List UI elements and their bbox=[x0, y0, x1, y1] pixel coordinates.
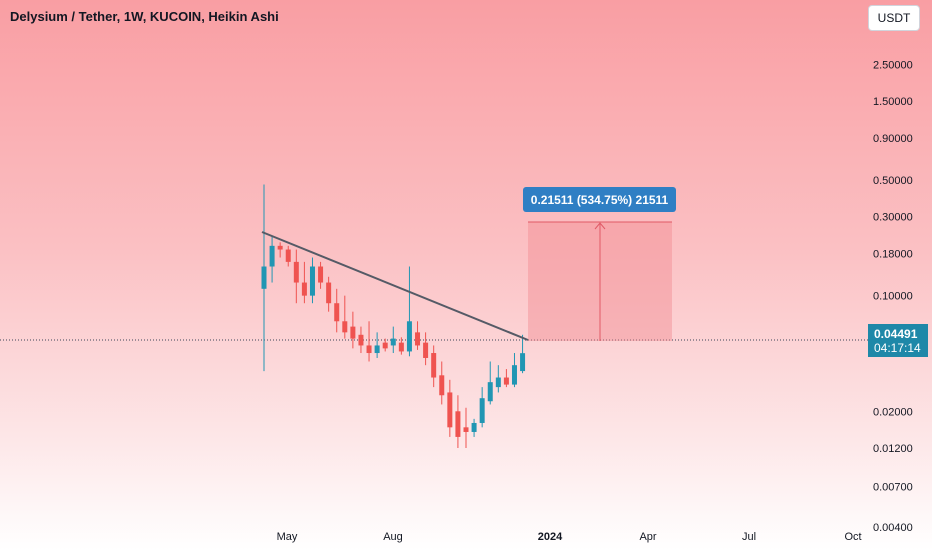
candle-down bbox=[439, 375, 445, 396]
candle-down bbox=[334, 303, 340, 322]
candle-up bbox=[390, 338, 396, 346]
candle-down bbox=[366, 345, 372, 354]
price-axis-tick: 0.01200 bbox=[873, 443, 913, 455]
price-axis-tick: 0.10000 bbox=[873, 291, 913, 303]
candle-up bbox=[269, 245, 275, 267]
price-axis-tick: 0.30000 bbox=[873, 212, 913, 224]
candle-up bbox=[479, 398, 485, 423]
candle-down bbox=[301, 282, 307, 296]
price-axis-tick: 2.50000 bbox=[873, 59, 913, 71]
price-axis-tick: 0.90000 bbox=[873, 133, 913, 145]
price-axis-tick: 0.18000 bbox=[873, 248, 913, 260]
candle-down bbox=[350, 326, 356, 339]
chart-title: Delysium / Tether, 1W, KUCOIN, Heikin As… bbox=[10, 9, 279, 24]
price-axis-tick: 0.00400 bbox=[873, 522, 913, 534]
candle-down bbox=[431, 353, 437, 378]
candle-down bbox=[318, 266, 324, 283]
candle-down bbox=[398, 342, 404, 352]
price-axis-tick: 0.02000 bbox=[873, 406, 913, 418]
candle-up bbox=[520, 353, 526, 372]
candle-down bbox=[277, 245, 283, 250]
candle-down bbox=[463, 427, 469, 432]
candle-down bbox=[455, 411, 461, 437]
price-axis-ticks: 4.500002.500001.500000.900000.500000.300… bbox=[873, 17, 913, 534]
current-price-tag: 0.04491 04:17:14 bbox=[868, 324, 928, 357]
time-axis-ticks: May Aug 2024 Apr Jul Oct bbox=[277, 531, 862, 543]
candle-up bbox=[374, 345, 380, 354]
time-axis-tick: Aug bbox=[383, 531, 403, 543]
candle-up bbox=[511, 365, 517, 385]
candle-down bbox=[503, 377, 509, 385]
candle-down bbox=[358, 334, 364, 346]
time-axis-tick: 2024 bbox=[538, 531, 563, 543]
measure-arrow-head bbox=[594, 222, 606, 230]
candle-down bbox=[342, 321, 348, 333]
bar-countdown: 04:17:14 bbox=[874, 341, 921, 355]
time-axis-tick: Oct bbox=[844, 531, 861, 543]
candle-down bbox=[326, 282, 332, 304]
candles bbox=[261, 184, 526, 448]
time-axis-tick: May bbox=[277, 531, 298, 543]
price-axis-tick: 0.00700 bbox=[873, 482, 913, 494]
candle-down bbox=[382, 342, 388, 349]
candle-up bbox=[487, 382, 493, 402]
candle-up bbox=[406, 321, 412, 352]
measure-label: 0.21511 (534.75%) 21511 bbox=[523, 187, 676, 212]
candle-up bbox=[309, 266, 315, 296]
currency-button[interactable]: USDT bbox=[868, 5, 920, 31]
candle-down bbox=[285, 249, 291, 262]
time-axis-tick: Jul bbox=[742, 531, 756, 543]
price-axis-tick: 0.50000 bbox=[873, 175, 913, 187]
current-price-value: 0.04491 bbox=[874, 327, 918, 341]
candle-down bbox=[423, 342, 429, 358]
candle-down bbox=[293, 261, 299, 283]
candle-up bbox=[471, 422, 477, 432]
candle-up bbox=[261, 266, 267, 289]
candle-up bbox=[495, 377, 501, 388]
candle-down bbox=[415, 332, 421, 346]
price-axis-tick: 1.50000 bbox=[873, 96, 913, 108]
trendline[interactable] bbox=[261, 231, 529, 341]
time-axis-tick: Apr bbox=[639, 531, 656, 543]
candle-down bbox=[447, 392, 453, 428]
